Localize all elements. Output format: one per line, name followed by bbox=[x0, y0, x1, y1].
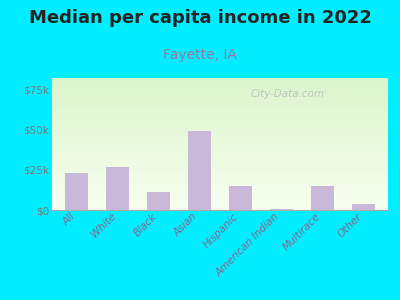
Bar bbox=[188, 131, 211, 210]
Bar bbox=[311, 186, 334, 210]
Bar bbox=[229, 186, 252, 210]
Bar bbox=[106, 167, 129, 210]
Bar bbox=[352, 204, 375, 210]
Bar bbox=[270, 209, 293, 210]
Text: City-Data.com: City-Data.com bbox=[250, 89, 324, 99]
Text: Median per capita income in 2022: Median per capita income in 2022 bbox=[28, 9, 372, 27]
Text: Fayette, IA: Fayette, IA bbox=[163, 48, 237, 62]
Bar bbox=[65, 173, 88, 210]
Bar bbox=[147, 192, 170, 210]
